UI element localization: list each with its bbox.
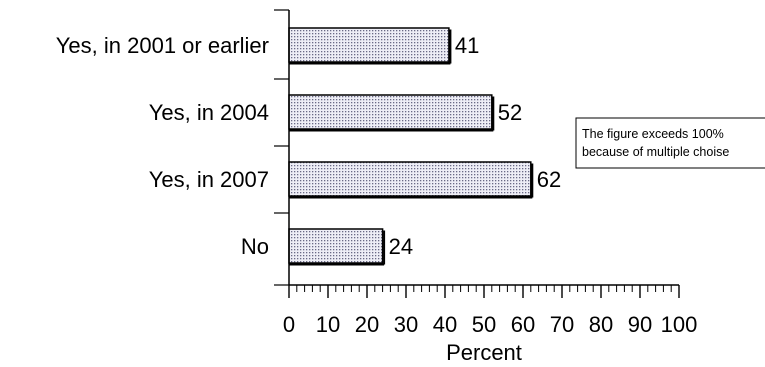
annotation-line-2: because of multiple choise: [582, 145, 729, 159]
x-axis-tick-labels: 0 10 20 30 40 50 60 70 80 90 100: [283, 312, 697, 337]
category-label: No: [241, 234, 269, 259]
bar: [288, 27, 450, 63]
annotation-line-1: The figure exceeds 100%: [582, 127, 724, 141]
value-label: 41: [455, 33, 479, 58]
bar: [288, 228, 384, 264]
annotation-frame: [575, 117, 765, 169]
x-tick-label: 40: [433, 312, 457, 337]
value-label: 24: [389, 234, 413, 259]
x-tick-label: 70: [550, 312, 574, 337]
annotation-box: The figure exceeds 100% because of multi…: [575, 117, 765, 169]
x-axis-title: Percent: [446, 340, 522, 365]
category-label: Yes, in 2007: [149, 167, 269, 192]
category-labels: Yes, in 2001 or earlier Yes, in 2004 Yes, …: [56, 33, 269, 259]
x-tick-label: 10: [316, 312, 340, 337]
x-tick-label: 30: [394, 312, 418, 337]
bar: [288, 94, 493, 130]
value-labels: 41 52 62 24: [389, 33, 562, 259]
category-label: Yes, in 2001 or earlier: [56, 33, 269, 58]
bar: [288, 161, 532, 197]
x-tick-label: 0: [283, 312, 295, 337]
x-tick-label: 60: [511, 312, 535, 337]
value-label: 52: [498, 100, 522, 125]
row-separators: [274, 9, 289, 286]
x-tick-label: 90: [628, 312, 652, 337]
x-tick-label: 80: [589, 312, 613, 337]
category-label: Yes, in 2004: [149, 100, 269, 125]
x-tick-label: 100: [661, 312, 698, 337]
x-tick-label: 20: [355, 312, 379, 337]
x-axis-ticks: [288, 285, 680, 298]
bars-group: [288, 27, 534, 266]
x-tick-label: 50: [472, 312, 496, 337]
value-label: 62: [537, 167, 561, 192]
